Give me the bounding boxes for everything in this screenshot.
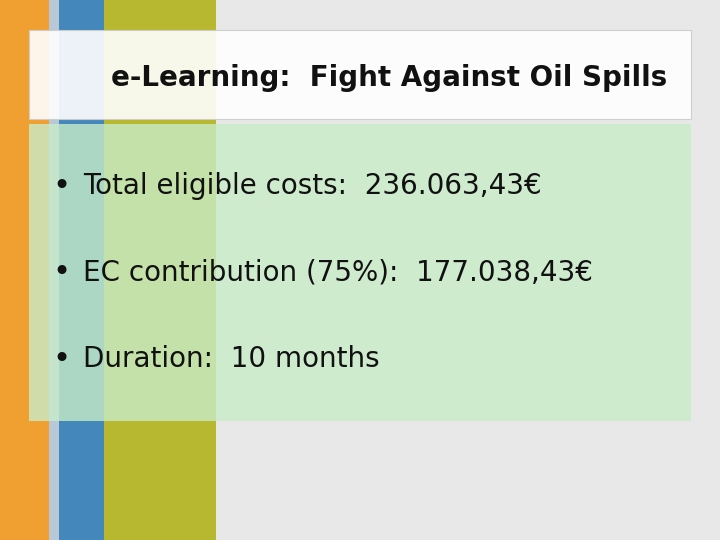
Bar: [29, 30, 691, 119]
Bar: [59, 0, 104, 540]
Bar: [49, 0, 59, 540]
Text: Duration:  10 months: Duration: 10 months: [83, 345, 379, 373]
Bar: [0, 0, 49, 540]
Text: Total eligible costs:  236.063,43€: Total eligible costs: 236.063,43€: [83, 172, 541, 200]
Bar: [29, 124, 691, 421]
Text: •: •: [52, 258, 71, 287]
Text: •: •: [52, 172, 71, 201]
Text: e-Learning:  Fight Against Oil Spills: e-Learning: Fight Against Oil Spills: [111, 64, 667, 92]
Bar: [104, 0, 216, 540]
Text: EC contribution (75%):  177.038,43€: EC contribution (75%): 177.038,43€: [83, 259, 593, 287]
Text: •: •: [52, 345, 71, 374]
